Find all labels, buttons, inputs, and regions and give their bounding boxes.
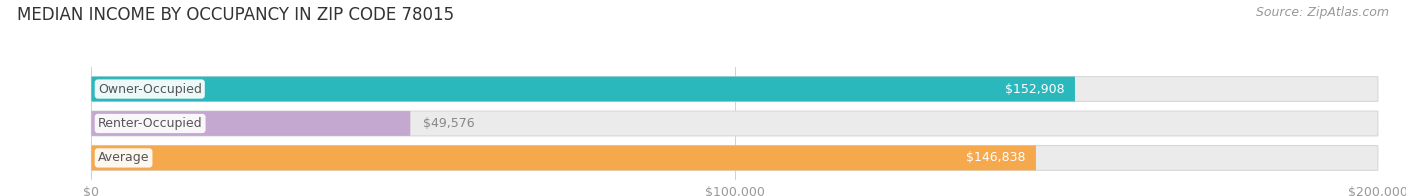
FancyBboxPatch shape (91, 145, 1036, 170)
FancyBboxPatch shape (91, 111, 1378, 136)
FancyBboxPatch shape (91, 111, 411, 136)
Text: Source: ZipAtlas.com: Source: ZipAtlas.com (1256, 6, 1389, 19)
FancyBboxPatch shape (91, 77, 1378, 102)
Text: Renter-Occupied: Renter-Occupied (98, 117, 202, 130)
Text: MEDIAN INCOME BY OCCUPANCY IN ZIP CODE 78015: MEDIAN INCOME BY OCCUPANCY IN ZIP CODE 7… (17, 6, 454, 24)
FancyBboxPatch shape (91, 77, 1076, 102)
Text: Owner-Occupied: Owner-Occupied (98, 83, 201, 95)
FancyBboxPatch shape (91, 145, 1378, 170)
Text: Average: Average (98, 152, 149, 164)
Text: $146,838: $146,838 (966, 152, 1025, 164)
Text: $152,908: $152,908 (1005, 83, 1064, 95)
Text: $49,576: $49,576 (423, 117, 475, 130)
